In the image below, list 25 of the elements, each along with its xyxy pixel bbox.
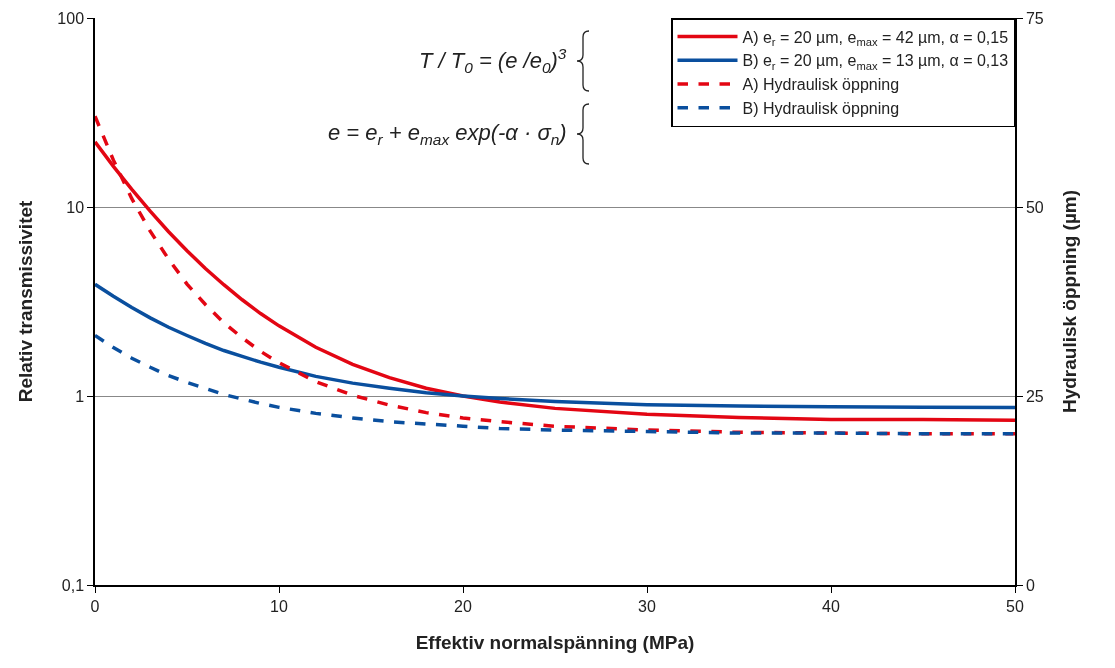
y2-tick-label: 50 [1025,198,1044,216]
legend-label: A) Hydraulisk öppning [742,76,900,94]
y2-tick-label: 25 [1025,387,1044,405]
line-series [95,333,1015,436]
y-tick-label: 1 [75,387,85,405]
legend-label: B) e$_{r}$ = 20 µm, e$_{max}$ = 13 µm, α = 0,13 [742,52,1009,72]
x-tick-label: 50 [1006,597,1024,615]
y-tick-label: 10 [66,198,85,216]
y2-tick-label: 75 [1025,9,1044,27]
line-series [95,282,1015,410]
y2-tick-label: 0 [1025,576,1035,594]
annotation: e = e$_{r}$ + e$_{max}$ exp(-α · σ$_{n}$) [328,120,567,148]
x-tick-label: 20 [454,597,472,615]
x-tick-label: 30 [638,597,656,615]
y-axis-title: Relativ transmissivitet [14,199,36,403]
y-tick-label: 100 [57,9,85,27]
x-axis-title: Effektiv normalspänning (MPa) [415,632,695,654]
legend-label: B) Hydraulisk öppning [742,100,900,118]
x-tick-label: 40 [822,597,840,615]
legend-label: A) e$_{r}$ = 20 µm, e$_{max}$ = 42 µm, α = 0,15 [742,28,1009,48]
annotation: T / T$_{0}$ = (e /e$_{0}$)$^{3}$ [419,45,567,76]
x-tick-label: 0 [90,597,100,615]
x-tick-label: 10 [270,597,288,615]
y-tick-label: 0,1 [61,576,85,594]
y2-axis-title: Hydraulisk öppning (µm) [1059,189,1081,414]
